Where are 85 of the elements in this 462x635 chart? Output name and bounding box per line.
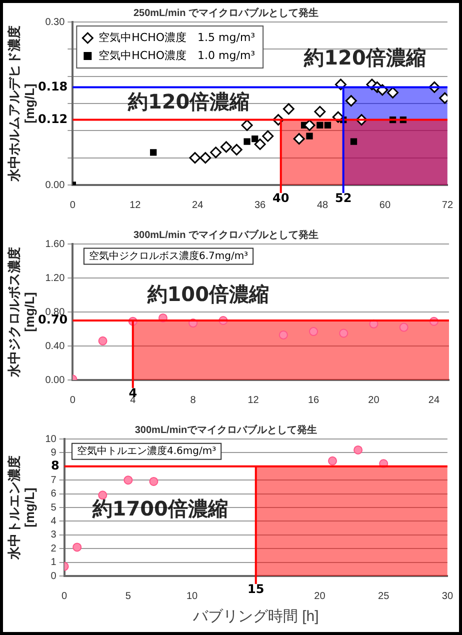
annotation: 空気中ジクロルボス濃度6.7mg/m³ <box>88 250 248 262</box>
y-axis-title: 水中ホルムアルデヒド濃度 [mg/L] <box>6 26 37 182</box>
point <box>220 141 232 153</box>
point <box>189 152 201 164</box>
y-axis-title: 水中トルエン濃度 [mg/L] <box>6 456 37 560</box>
y-tick-label: 6 <box>50 488 57 500</box>
ref-line-label: 52 <box>334 191 352 206</box>
ref-line-label: 40 <box>272 191 290 206</box>
y-tick-label: 7 <box>50 474 57 486</box>
x-tick-label: 24 <box>428 394 440 406</box>
y-tick-label: 1.60 <box>45 238 66 250</box>
point <box>324 122 332 129</box>
x-tick-label: 0 <box>70 200 76 211</box>
y-tick-label: 5 <box>50 502 57 514</box>
point <box>293 133 305 145</box>
annotation: 約1700倍濃縮 <box>91 496 228 520</box>
point <box>230 144 242 156</box>
x-tick-label: 0 <box>70 394 76 406</box>
y-tick-label: 1.20 <box>45 272 66 284</box>
y-tick-label: 2 <box>50 543 57 554</box>
point <box>316 122 324 129</box>
x-tick-label: 24 <box>192 200 204 211</box>
annotation: 約120倍濃縮 <box>126 90 250 114</box>
x-tick-label: 12 <box>248 394 260 406</box>
point <box>124 476 133 485</box>
point <box>399 322 408 332</box>
x-tick-label: 30 <box>442 590 454 602</box>
ref-line-label: 15 <box>248 582 264 596</box>
y-tick-label: 0.00 <box>45 374 66 386</box>
y-tick-label: 10 <box>45 434 57 445</box>
annotation: 約120倍濃縮 <box>303 46 426 70</box>
point <box>345 95 357 107</box>
legend-label: 空気中HCHO濃度 1.0 mg/m³ <box>98 48 256 62</box>
legend-label: 空気中HCHO濃度 1.5 mg/m³ <box>98 30 256 44</box>
annotation: 空気中トルエン濃度4.6mg/m³ <box>76 444 216 457</box>
x-tick-label: 8 <box>190 394 196 406</box>
point <box>244 138 250 145</box>
annotation: 約100倍濃縮 <box>146 282 270 306</box>
chart-title: 300mL/min でマイクロバブルとして発生 <box>133 228 319 241</box>
point <box>354 445 363 454</box>
x-tick-label: 20 <box>314 590 326 602</box>
point <box>241 119 253 131</box>
chart-title: 300mL/minでマイクロバブルとして発生 <box>134 424 318 436</box>
y-tick-label: 0.00 <box>45 180 66 191</box>
point <box>252 135 258 142</box>
y-axis-title: 水中ジクロルボス濃度 [mg/L] <box>6 247 37 378</box>
ref-line-label: 0.18 <box>38 79 68 94</box>
point <box>210 146 222 158</box>
x-axis-title: バブリング時間 [h] <box>192 608 319 626</box>
y-tick-label: 9 <box>50 447 57 458</box>
y-tick-label: 1 <box>50 557 57 568</box>
point <box>200 152 212 164</box>
x-tick-label: 25 <box>378 590 390 602</box>
point <box>339 328 348 338</box>
x-tick-label: 5 <box>125 590 132 602</box>
point <box>278 330 288 340</box>
x-tick-label: 12 <box>130 200 142 211</box>
y-tick-label: 4 <box>50 516 57 527</box>
y-tick-label: 0 <box>50 570 57 582</box>
x-tick-label: 60 <box>379 200 391 211</box>
point <box>98 336 108 346</box>
point <box>328 456 338 466</box>
y-tick-label: 0.40 <box>45 340 66 352</box>
point <box>150 149 157 156</box>
point <box>262 130 274 142</box>
x-tick-label: 72 <box>442 200 454 211</box>
point <box>254 138 266 150</box>
x-tick-label: 48 <box>316 200 329 211</box>
point <box>306 132 313 140</box>
ref-line-label: 8 <box>50 458 60 473</box>
y-tick-label: 0.30 <box>45 16 66 28</box>
point <box>350 138 358 145</box>
point <box>309 327 318 336</box>
point <box>72 542 82 552</box>
ref-line-label: 0.12 <box>38 112 68 126</box>
x-tick-label: 16 <box>308 394 320 406</box>
x-tick-label: 20 <box>368 394 380 406</box>
x-tick-label: 36 <box>254 200 266 211</box>
point <box>282 103 294 115</box>
point <box>149 476 158 486</box>
point <box>314 106 326 118</box>
point <box>387 86 399 98</box>
y-tick-label: 3 <box>50 530 57 541</box>
chart-title: 250mL/min でマイクロバブルとして発生 <box>133 6 319 19</box>
x-tick-label: 10 <box>186 590 198 602</box>
